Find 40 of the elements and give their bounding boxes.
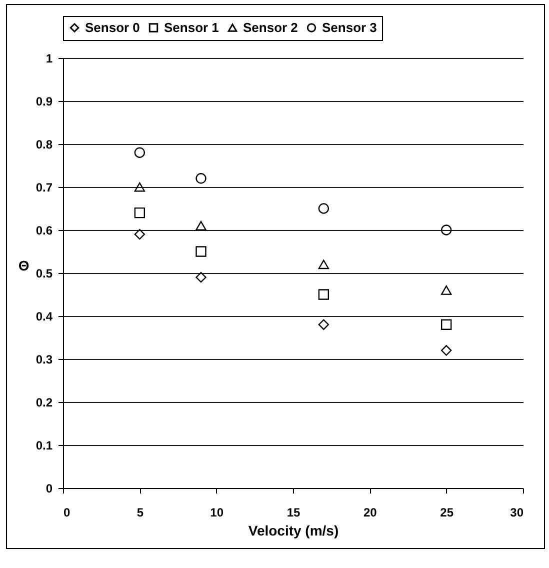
y-tick-label: 0.4 — [36, 310, 53, 324]
y-tick-label: 0.1 — [36, 438, 53, 452]
x-tick-label: 5 — [136, 506, 144, 520]
y-tick-label: 0.9 — [36, 94, 53, 108]
point — [318, 319, 330, 330]
x-tick-label: 25 — [440, 506, 454, 520]
legend-label: Sensor 1 — [164, 20, 219, 35]
legend-label: Sensor 0 — [85, 20, 140, 35]
y-tick-label: 0 — [46, 482, 53, 496]
point — [134, 228, 146, 240]
y-tick-label: 0.8 — [36, 138, 53, 152]
y-tick-label: 0.7 — [36, 180, 53, 194]
point — [318, 260, 330, 270]
x-tick-label: 15 — [286, 506, 300, 520]
point — [196, 173, 206, 184]
y-tick-label: 0.5 — [36, 266, 53, 280]
y-tick-label: 0.2 — [36, 396, 53, 410]
point — [134, 207, 146, 218]
y-tick-label: 1 — [46, 52, 53, 66]
point — [134, 182, 146, 192]
point — [440, 224, 452, 236]
point — [196, 246, 206, 257]
point — [440, 285, 452, 295]
point — [318, 203, 330, 214]
point — [318, 289, 330, 300]
legend-label: Sensor 3 — [322, 20, 377, 35]
y-axis-title: Θ — [18, 258, 30, 274]
x-tick-label: 0 — [64, 506, 70, 520]
legend-label: Sensor 2 — [243, 20, 298, 35]
y-tick-label: 0.3 — [36, 352, 53, 366]
x-tick-label: 20 — [363, 506, 378, 520]
point — [440, 319, 452, 330]
point — [196, 272, 206, 283]
x-axis-title: Velocity (m/s) — [248, 522, 339, 538]
point — [134, 147, 146, 158]
point — [440, 345, 452, 356]
x-tick-label: 30 — [510, 506, 524, 520]
y-tick-label: 0.6 — [36, 224, 53, 238]
point — [196, 220, 206, 230]
x-tick-label: 10 — [210, 506, 224, 520]
